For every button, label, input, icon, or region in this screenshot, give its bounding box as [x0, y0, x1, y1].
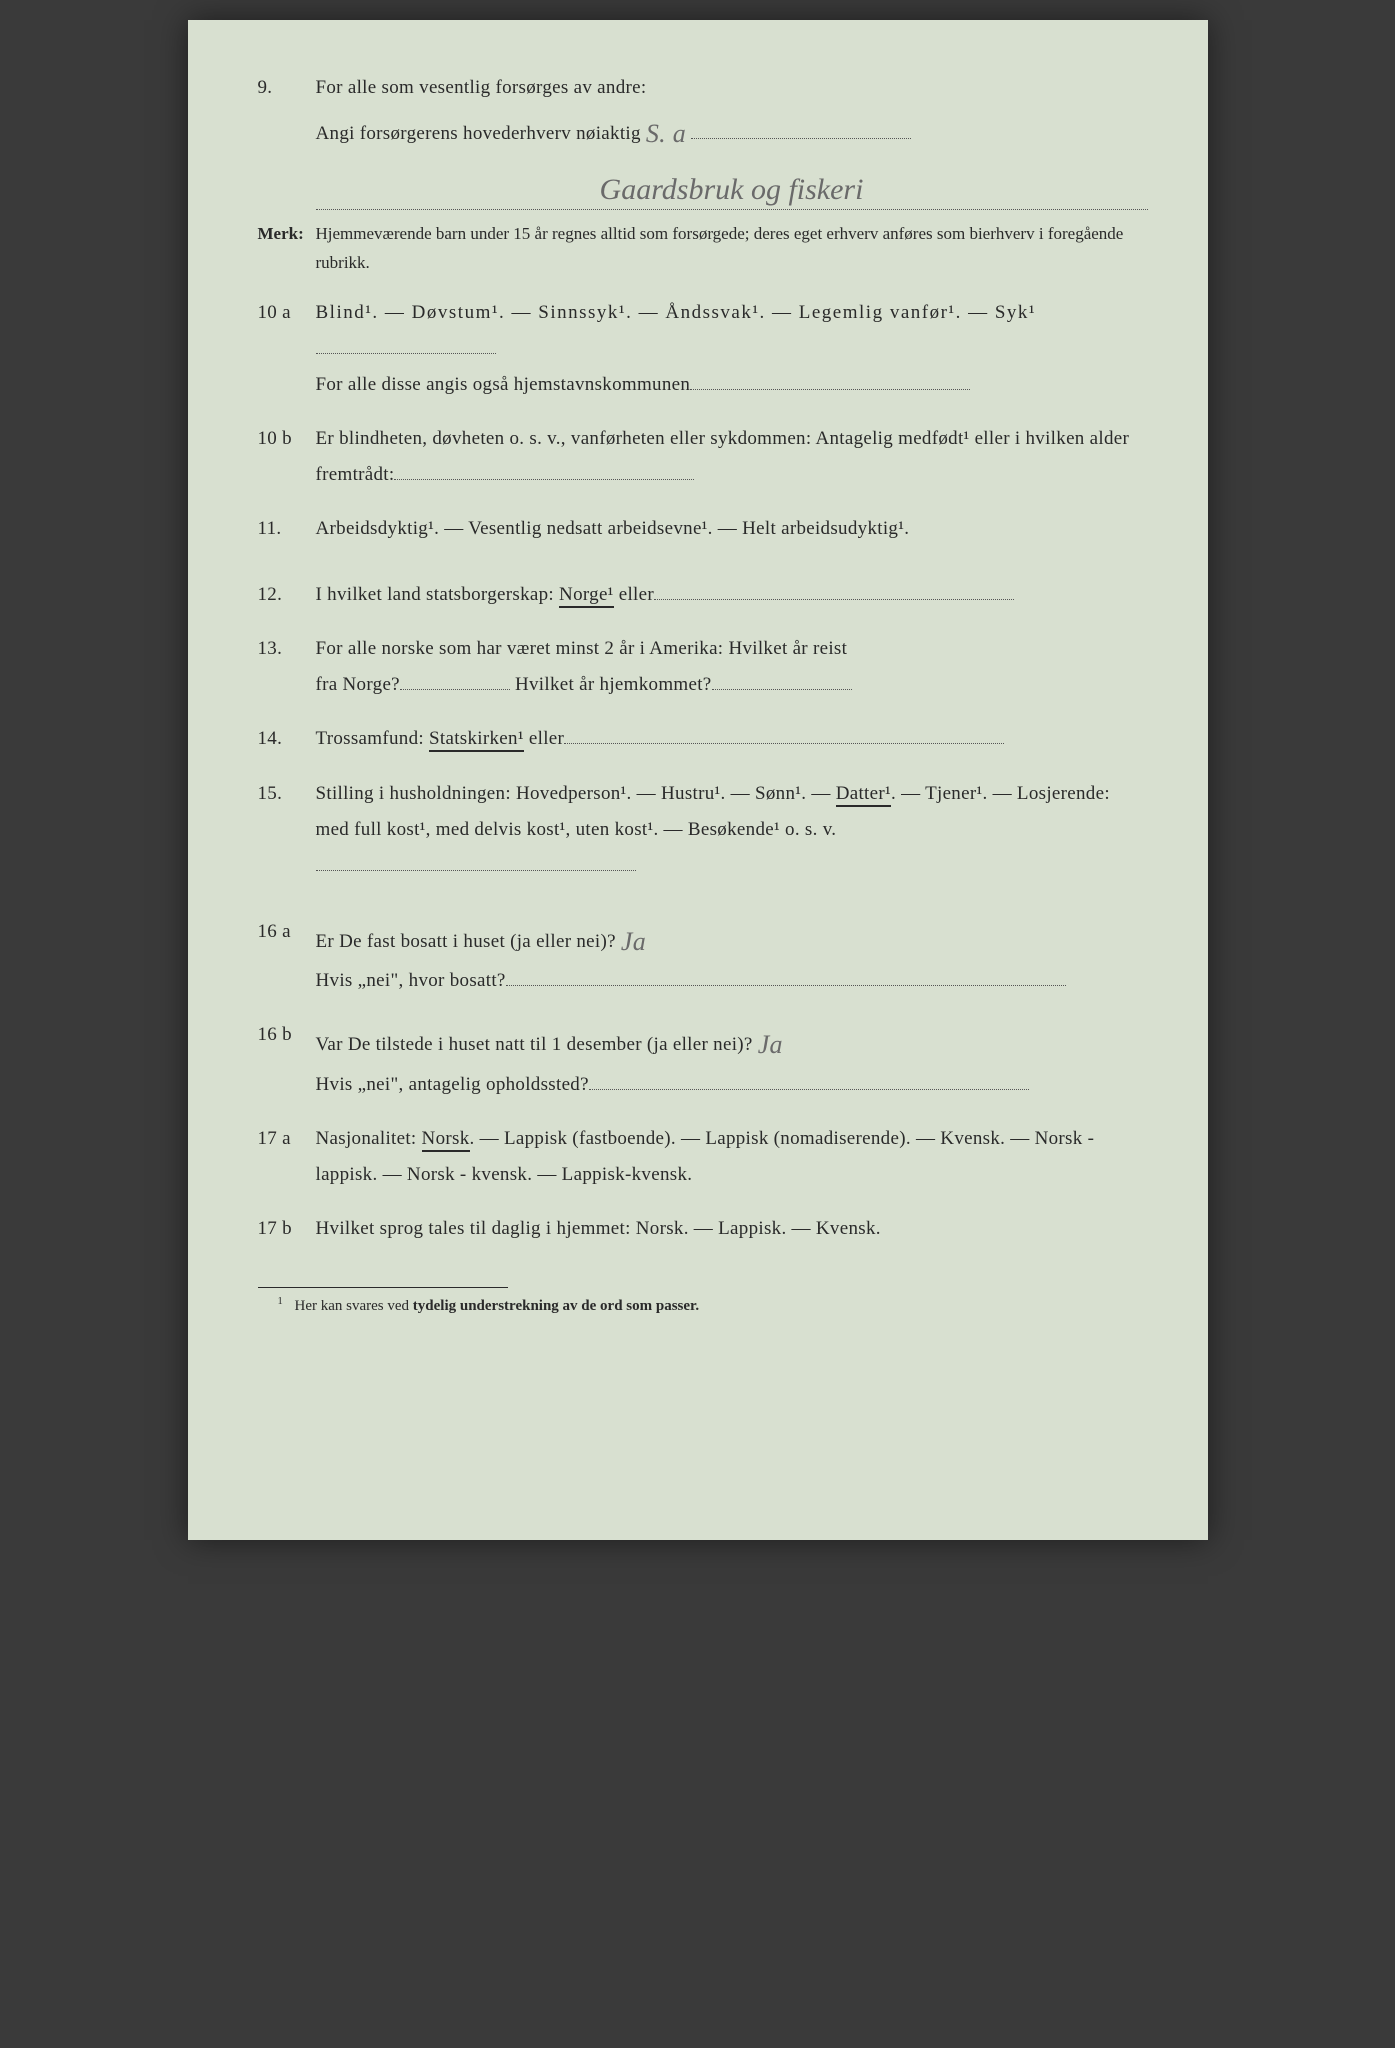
question-14: 14. Trossamfund: Statskirken¹ eller	[258, 721, 1148, 757]
q9-line1: For alle som vesentlig forsørges av andr…	[316, 70, 1148, 106]
q17a-number: 17 a	[258, 1121, 316, 1193]
question-16b: 16 b Var De tilstede i huset natt til 1 …	[258, 1017, 1148, 1102]
q14-text: Trossamfund: Statskirken¹ eller	[316, 721, 1148, 757]
q17b-text: Hvilket sprog tales til daglig i hjemmet…	[316, 1211, 1148, 1247]
q16b-sub: Hvis „nei", antagelig opholdssted?	[316, 1067, 1148, 1103]
q16b-number: 16 b	[258, 1017, 316, 1102]
q12-number: 12.	[258, 577, 316, 613]
q11-text: Arbeidsdyktig¹. — Vesentlig nedsatt arbe…	[316, 511, 1148, 547]
q9-number: 9.	[258, 70, 316, 155]
q13-line2: fra Norge? Hvilket år hjemkommet?	[316, 667, 1148, 703]
q17a-text: Nasjonalitet: Norsk. — Lappisk (fastboen…	[316, 1121, 1148, 1193]
question-13: 13. For alle norske som har været minst …	[258, 631, 1148, 703]
q11-number: 11.	[258, 511, 316, 547]
q15-number: 15.	[258, 776, 316, 884]
question-16a: 16 a Er De fast bosatt i huset (ja eller…	[258, 914, 1148, 999]
q10b-number: 10 b	[258, 421, 316, 493]
q16b-question: Var De tilstede i huset natt til 1 desem…	[316, 1017, 1148, 1066]
q10a-text1: Blind¹. — Døvstum¹. — Sinnssyk¹. — Åndss…	[316, 295, 1148, 367]
q16a-sub: Hvis „nei", hvor bosatt?	[316, 963, 1148, 999]
q16a-handwriting: Ja	[621, 927, 646, 956]
q9-handwriting-1: S. a	[646, 119, 686, 148]
q10a-text2: For alle disse angis også hjemstavnskomm…	[316, 367, 1148, 403]
question-17b: 17 b Hvilket sprog tales til daglig i hj…	[258, 1211, 1148, 1247]
census-form-page: 9. For alle som vesentlig forsørges av a…	[188, 20, 1208, 1540]
merk-label: Merk:	[258, 220, 316, 276]
footnote: 1 Her kan svares ved tydelig understrekn…	[278, 1296, 1148, 1315]
q9-line2: Angi forsørgerens hovederhverv nøiaktig …	[316, 106, 1148, 155]
footnote-rule	[258, 1287, 508, 1288]
q15-text: Stilling i husholdningen: Hovedperson¹. …	[316, 776, 1148, 884]
q12-text: I hvilket land statsborgerskap: Norge¹ e…	[316, 577, 1148, 613]
question-12: 12. I hvilket land statsborgerskap: Norg…	[258, 577, 1148, 613]
question-11: 11. Arbeidsdyktig¹. — Vesentlig nedsatt …	[258, 511, 1148, 547]
q16a-question: Er De fast bosatt i huset (ja eller nei)…	[316, 914, 1148, 963]
question-9: 9. For alle som vesentlig forsørges av a…	[258, 70, 1148, 155]
merk-text: Hjemmeværende barn under 15 år regnes al…	[316, 220, 1148, 276]
merk-note: Merk: Hjemmeværende barn under 15 år reg…	[258, 220, 1148, 276]
q10b-text: Er blindheten, døvheten o. s. v., vanfør…	[316, 421, 1148, 493]
q16a-number: 16 a	[258, 914, 316, 999]
q14-number: 14.	[258, 721, 316, 757]
q13-line1: For alle norske som har været minst 2 år…	[316, 631, 1148, 667]
q9-handwriting-2: Gaardsbruk og fiskeri	[316, 173, 1148, 210]
question-17a: 17 a Nasjonalitet: Norsk. — Lappisk (fas…	[258, 1121, 1148, 1193]
q17b-number: 17 b	[258, 1211, 316, 1247]
question-10b: 10 b Er blindheten, døvheten o. s. v., v…	[258, 421, 1148, 493]
q16b-handwriting: Ja	[758, 1030, 783, 1059]
q10a-number: 10 a	[258, 295, 316, 403]
question-15: 15. Stilling i husholdningen: Hovedperso…	[258, 776, 1148, 884]
q13-number: 13.	[258, 631, 316, 703]
question-10a: 10 a Blind¹. — Døvstum¹. — Sinnssyk¹. — …	[258, 295, 1148, 403]
